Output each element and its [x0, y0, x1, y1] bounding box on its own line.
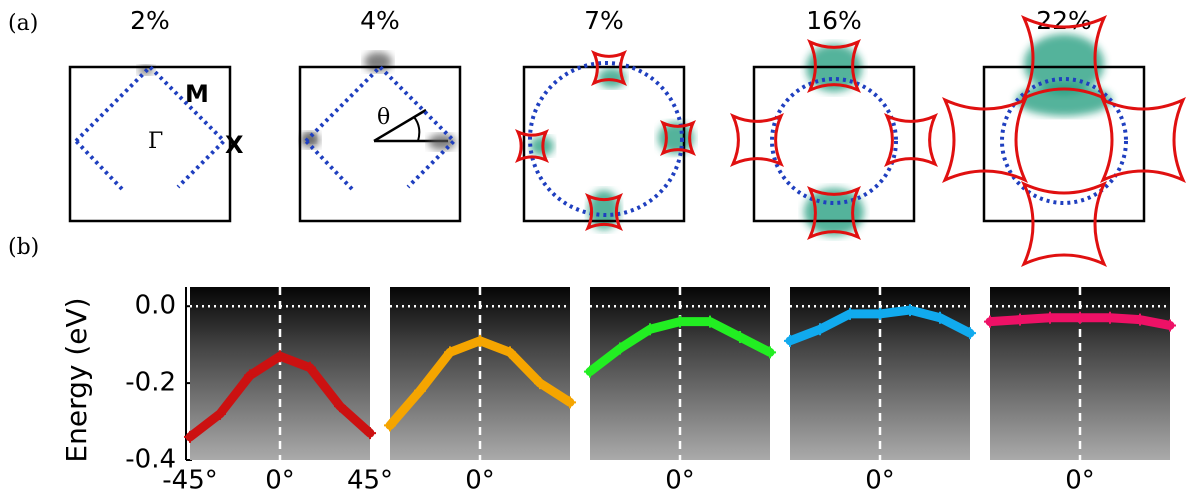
panel-label: (b) — [8, 235, 39, 260]
data-point — [414, 384, 426, 397]
data-point — [1164, 319, 1176, 332]
y-tick-label: 0.0 — [135, 291, 176, 321]
data-point — [844, 307, 856, 320]
data-point — [934, 311, 946, 324]
x-tick-label: 45° — [347, 466, 393, 496]
data-point — [304, 361, 316, 374]
data-point — [534, 377, 546, 390]
gamma-label: Γ — [148, 129, 163, 154]
m-label: M — [185, 80, 209, 108]
doping-label: 4% — [360, 6, 400, 35]
pocket — [1021, 181, 1107, 267]
data-point — [734, 330, 746, 343]
data-point — [964, 327, 976, 340]
intensity-blob — [1024, 34, 1104, 94]
pocket — [1021, 15, 1107, 101]
doping-label: 16% — [806, 6, 862, 35]
data-point — [984, 315, 996, 328]
x-label: X — [225, 131, 244, 159]
data-point — [584, 365, 596, 378]
data-point — [1074, 311, 1086, 324]
fermi-surface — [304, 64, 457, 191]
data-point — [384, 419, 396, 432]
y-tick-label: -0.4 — [125, 445, 176, 475]
pocket — [807, 186, 861, 240]
brillouin-zone — [522, 65, 686, 223]
brillouin-zone — [752, 65, 916, 223]
data-point — [1134, 313, 1146, 326]
data-point — [614, 342, 626, 355]
x-tick-label: 0° — [265, 466, 295, 496]
data-point — [274, 350, 286, 363]
data-point — [874, 307, 886, 320]
data-point — [1014, 313, 1026, 326]
pocket — [1100, 97, 1186, 183]
data-point — [704, 315, 716, 328]
fermi-surface — [74, 64, 227, 191]
intensity-blob — [364, 52, 392, 72]
data-point — [564, 396, 576, 409]
fermi-surface — [1000, 77, 1128, 205]
pocket — [515, 129, 549, 163]
y-axis-label: Energy (eV) — [60, 297, 93, 462]
data-point — [244, 369, 256, 382]
pocket — [591, 50, 627, 86]
pocket — [660, 120, 696, 156]
data-point — [214, 407, 226, 420]
pocket — [730, 113, 784, 167]
y-tick-label: -0.2 — [125, 368, 176, 398]
data-point — [674, 315, 686, 328]
x-tick-label: 0° — [665, 466, 695, 496]
pocket — [585, 193, 623, 231]
pocket — [942, 97, 1028, 183]
intensity-blob — [300, 132, 320, 148]
intensity-blob — [598, 68, 626, 88]
fermi-surface — [528, 61, 684, 217]
data-point — [904, 304, 916, 317]
data-point — [334, 400, 346, 413]
doping-label: 22% — [1036, 6, 1092, 35]
fermi-surface — [770, 77, 898, 205]
data-point — [444, 346, 456, 359]
x-tick-label: 0° — [865, 466, 895, 496]
data-point — [764, 346, 776, 359]
angle-arc — [413, 116, 421, 142]
brillouin-zone — [298, 65, 462, 223]
data-point — [1044, 311, 1056, 324]
x-tick-label: 0° — [465, 466, 495, 496]
data-point — [644, 323, 656, 336]
theta-label: θ — [377, 105, 390, 130]
x-tick-label: 0° — [1065, 466, 1095, 496]
x-tick-label: -45° — [162, 466, 217, 496]
panel-label: (a) — [8, 11, 38, 36]
doping-label: 2% — [130, 6, 170, 35]
data-point — [814, 323, 826, 336]
data-point — [364, 427, 376, 440]
pocket — [807, 39, 861, 93]
data-point — [184, 430, 196, 443]
data-point — [504, 346, 516, 359]
doping-label: 7% — [584, 6, 624, 35]
brillouin-zone — [68, 65, 232, 223]
brillouin-zone — [982, 65, 1146, 223]
data-point — [474, 334, 486, 347]
pocket — [884, 113, 938, 167]
angle-line — [373, 108, 427, 143]
data-point — [784, 334, 796, 347]
data-point — [1104, 311, 1116, 324]
